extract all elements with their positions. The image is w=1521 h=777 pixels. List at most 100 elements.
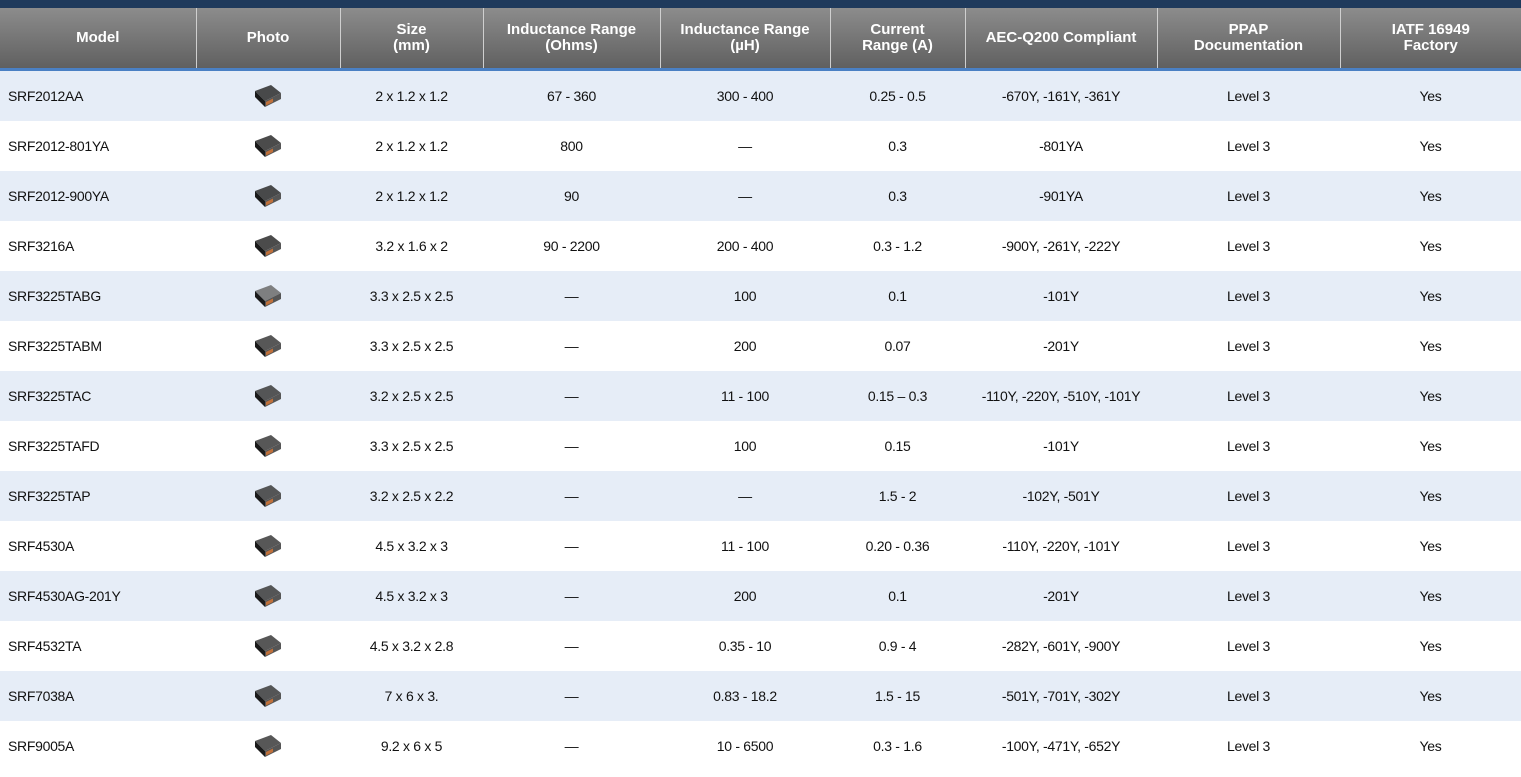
column-header: AEC-Q200 Compliant — [964, 8, 1157, 71]
table-cell: 3.2 x 2.5 x 2.2 — [340, 471, 483, 521]
table-cell: 0.15 — [884, 438, 911, 454]
column-header: Size (mm) — [339, 8, 483, 71]
photo-cell — [196, 371, 340, 421]
table-cell: Level 3 — [1157, 171, 1340, 221]
photo-cell — [196, 421, 340, 471]
product-photo — [255, 434, 281, 457]
table-header: Model Photo Size (mm) Inductance Range (Ohms)… — [0, 8, 1521, 71]
table-row: SRF7038A 7 x 6 x 3. —0.83 - 18.2 1.5 - 15 -5… — [0, 671, 1521, 721]
model-cell: SRF7038A — [0, 671, 196, 721]
model-cell: SRF2012-801YA — [8, 138, 109, 154]
header-line: PPAP — [1228, 21, 1269, 38]
model-cell: SRF3216A — [8, 238, 75, 254]
table-cell: 0.3 — [830, 171, 965, 221]
table-cell: Yes — [1340, 671, 1521, 721]
table-cell: -501Y, -701Y, -302Y — [965, 671, 1157, 721]
header-line: Factory — [1403, 37, 1458, 54]
photo-cell — [196, 521, 340, 571]
table-cell: Level 3 — [1226, 738, 1271, 754]
table-cell: Yes — [1419, 238, 1442, 254]
model-cell: SRF4532TA — [8, 638, 82, 654]
product-photo — [255, 534, 281, 557]
model-cell: SRF4530A — [8, 538, 75, 554]
photo-cell — [196, 221, 340, 271]
photo-cell — [196, 621, 340, 671]
photo-cell — [196, 671, 340, 721]
table-cell: — — [483, 471, 660, 521]
header-line: (mm) — [393, 37, 430, 54]
table-cell: 9.2 x 6 x 5 — [380, 738, 443, 754]
header-line: Inductance Range — [506, 21, 637, 38]
table-cell: 3.2 x 1.6 x 2 — [375, 238, 448, 254]
photo-cell — [196, 271, 340, 321]
table-cell: 0.07 — [884, 338, 911, 354]
table-cell: 0.83 - 18.2 — [660, 671, 830, 721]
table-cell: 0.9 - 4 — [878, 638, 917, 654]
table-row: SRF3225TABG 3.3 x 2.5 x 2.5—100 0.1 -101Y Le… — [0, 271, 1521, 321]
table-cell: Level 3 — [1226, 438, 1271, 454]
header-line: (µH) — [730, 37, 760, 54]
table-cell: -102Y, -501Y — [965, 471, 1157, 521]
model-cell: SRF3225TABG — [0, 271, 196, 321]
table-cell: — — [564, 638, 579, 654]
product-photo — [255, 184, 281, 207]
table-cell: Yes — [1340, 471, 1521, 521]
product-photo — [255, 484, 281, 507]
table-cell: 0.3 - 1.6 — [873, 738, 922, 754]
table-cell: Level 3 — [1157, 471, 1340, 521]
column-header: Inductance Range (µH) — [659, 8, 830, 71]
table-cell: Yes — [1340, 171, 1521, 221]
table-cell: — — [564, 438, 579, 454]
table-cell: -101Y — [1043, 438, 1079, 454]
title-band — [0, 0, 1521, 8]
table-cell: 7 x 6 x 3. — [340, 671, 483, 721]
table-cell: 11 - 100 — [660, 371, 830, 421]
table-row: SRF2012AA 2 x 1.2 x 1.2 67 - 360 300 - 400 0… — [0, 69, 1521, 121]
table-cell: 2 x 1.2 x 1.2 — [340, 69, 483, 121]
table-cell: -801YA — [1039, 138, 1083, 154]
table-body: SRF2012AA 2 x 1.2 x 1.2 67 - 360 300 - 400 0… — [0, 69, 1521, 772]
model-cell: SRF3225TAC — [0, 371, 196, 421]
product-photo — [255, 684, 281, 707]
photo-cell — [196, 321, 340, 371]
table-cell: -201Y — [965, 571, 1157, 621]
table-cell: Yes — [1340, 271, 1521, 321]
table-cell: — — [483, 371, 660, 421]
table-cell: 0.1 — [830, 271, 965, 321]
table-cell: Yes — [1419, 338, 1442, 354]
column-header: Model — [0, 8, 196, 71]
table-cell: — — [564, 338, 579, 354]
table-cell: 3.3 x 2.5 x 2.5 — [369, 438, 454, 454]
table-cell: 0.35 - 10 — [718, 638, 772, 654]
model-cell: SRF4530AG-201Y — [0, 571, 196, 621]
table-cell: -670Y, -161Y, -361Y — [965, 69, 1157, 121]
table-cell: 100 — [733, 438, 757, 454]
table-cell: -110Y, -220Y, -510Y, -101Y — [965, 371, 1157, 421]
product-photo — [255, 284, 281, 307]
table-cell: 0.20 - 0.36 — [865, 538, 930, 554]
table-row: SRF3225TAC 3.2 x 2.5 x 2.5—11 - 100 0.15 –… — [0, 371, 1521, 421]
header-line: Inductance Range — [680, 21, 810, 38]
table-cell: 2 x 1.2 x 1.2 — [375, 138, 448, 154]
model-cell: SRF2012AA — [0, 69, 196, 121]
table-cell: 3.3 x 2.5 x 2.5 — [340, 271, 483, 321]
table-cell: 0.25 - 0.5 — [830, 69, 965, 121]
table-cell: Level 3 — [1157, 69, 1340, 121]
header-line: (Ohms) — [545, 37, 598, 54]
table-row: SRF2012-801YA 2 x 1.2 x 1.2 800 — 0.3 -801YA L… — [0, 121, 1521, 171]
table-cell: 100 — [660, 271, 830, 321]
table-cell: 300 - 400 — [660, 69, 830, 121]
table-cell: -110Y, -220Y, -101Y — [1002, 538, 1120, 554]
table-cell: — — [564, 538, 579, 554]
photo-cell — [196, 721, 340, 771]
table-cell: — — [738, 138, 752, 154]
header-line: Documentation — [1193, 37, 1304, 54]
table-cell: 0.3 — [888, 138, 907, 154]
table-cell: Level 3 — [1157, 671, 1340, 721]
table-cell: Yes — [1419, 538, 1442, 554]
model-cell: SRF9005A — [8, 738, 75, 754]
table-cell: 90 - 2200 — [543, 238, 600, 254]
photo-cell — [196, 121, 340, 171]
photo-cell — [196, 571, 340, 621]
product-photo — [255, 84, 281, 107]
